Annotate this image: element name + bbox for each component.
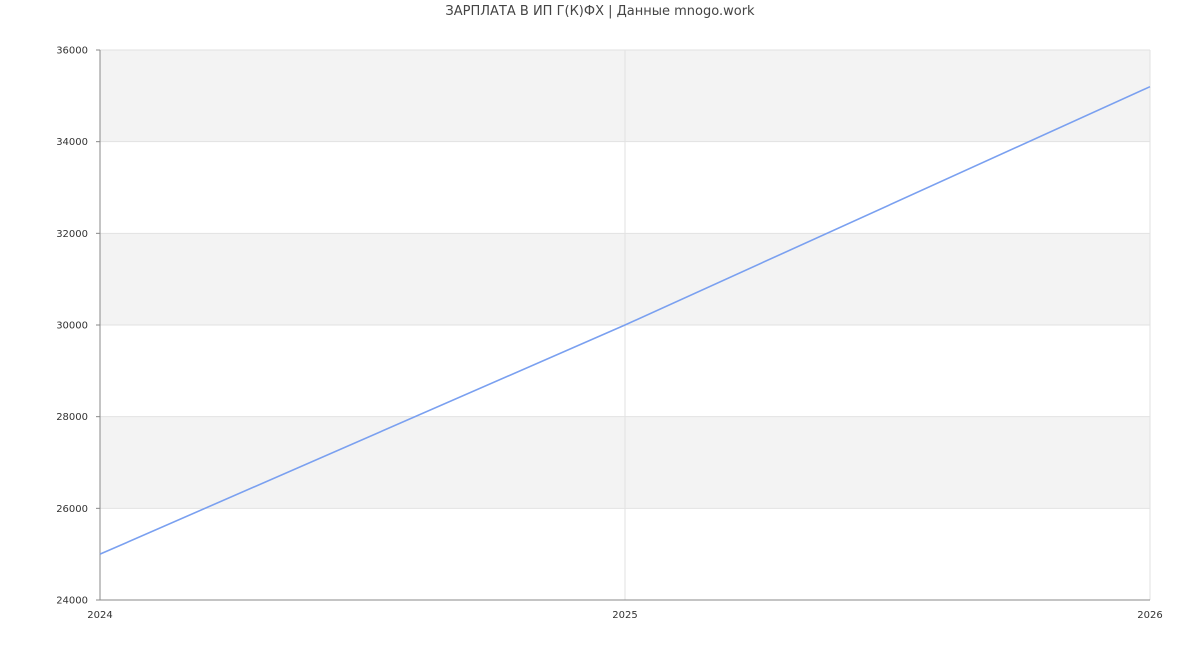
y-tick-label: 24000 bbox=[56, 596, 88, 607]
x-tick-label: 2024 bbox=[87, 610, 112, 621]
chart-title: ЗАРПЛАТА В ИП Г(К)ФХ | Данные mnogo.work bbox=[445, 4, 755, 19]
y-tick-label: 26000 bbox=[56, 504, 88, 515]
y-tick-label: 28000 bbox=[56, 412, 88, 423]
y-tick-label: 32000 bbox=[56, 229, 88, 240]
y-tick-label: 30000 bbox=[56, 321, 88, 332]
y-tick-label: 34000 bbox=[56, 137, 88, 148]
x-tick-label: 2025 bbox=[612, 610, 637, 621]
y-tick-label: 36000 bbox=[56, 46, 88, 57]
series-line bbox=[99, 85, 1151, 555]
x-tick-label: 2026 bbox=[1137, 610, 1162, 621]
